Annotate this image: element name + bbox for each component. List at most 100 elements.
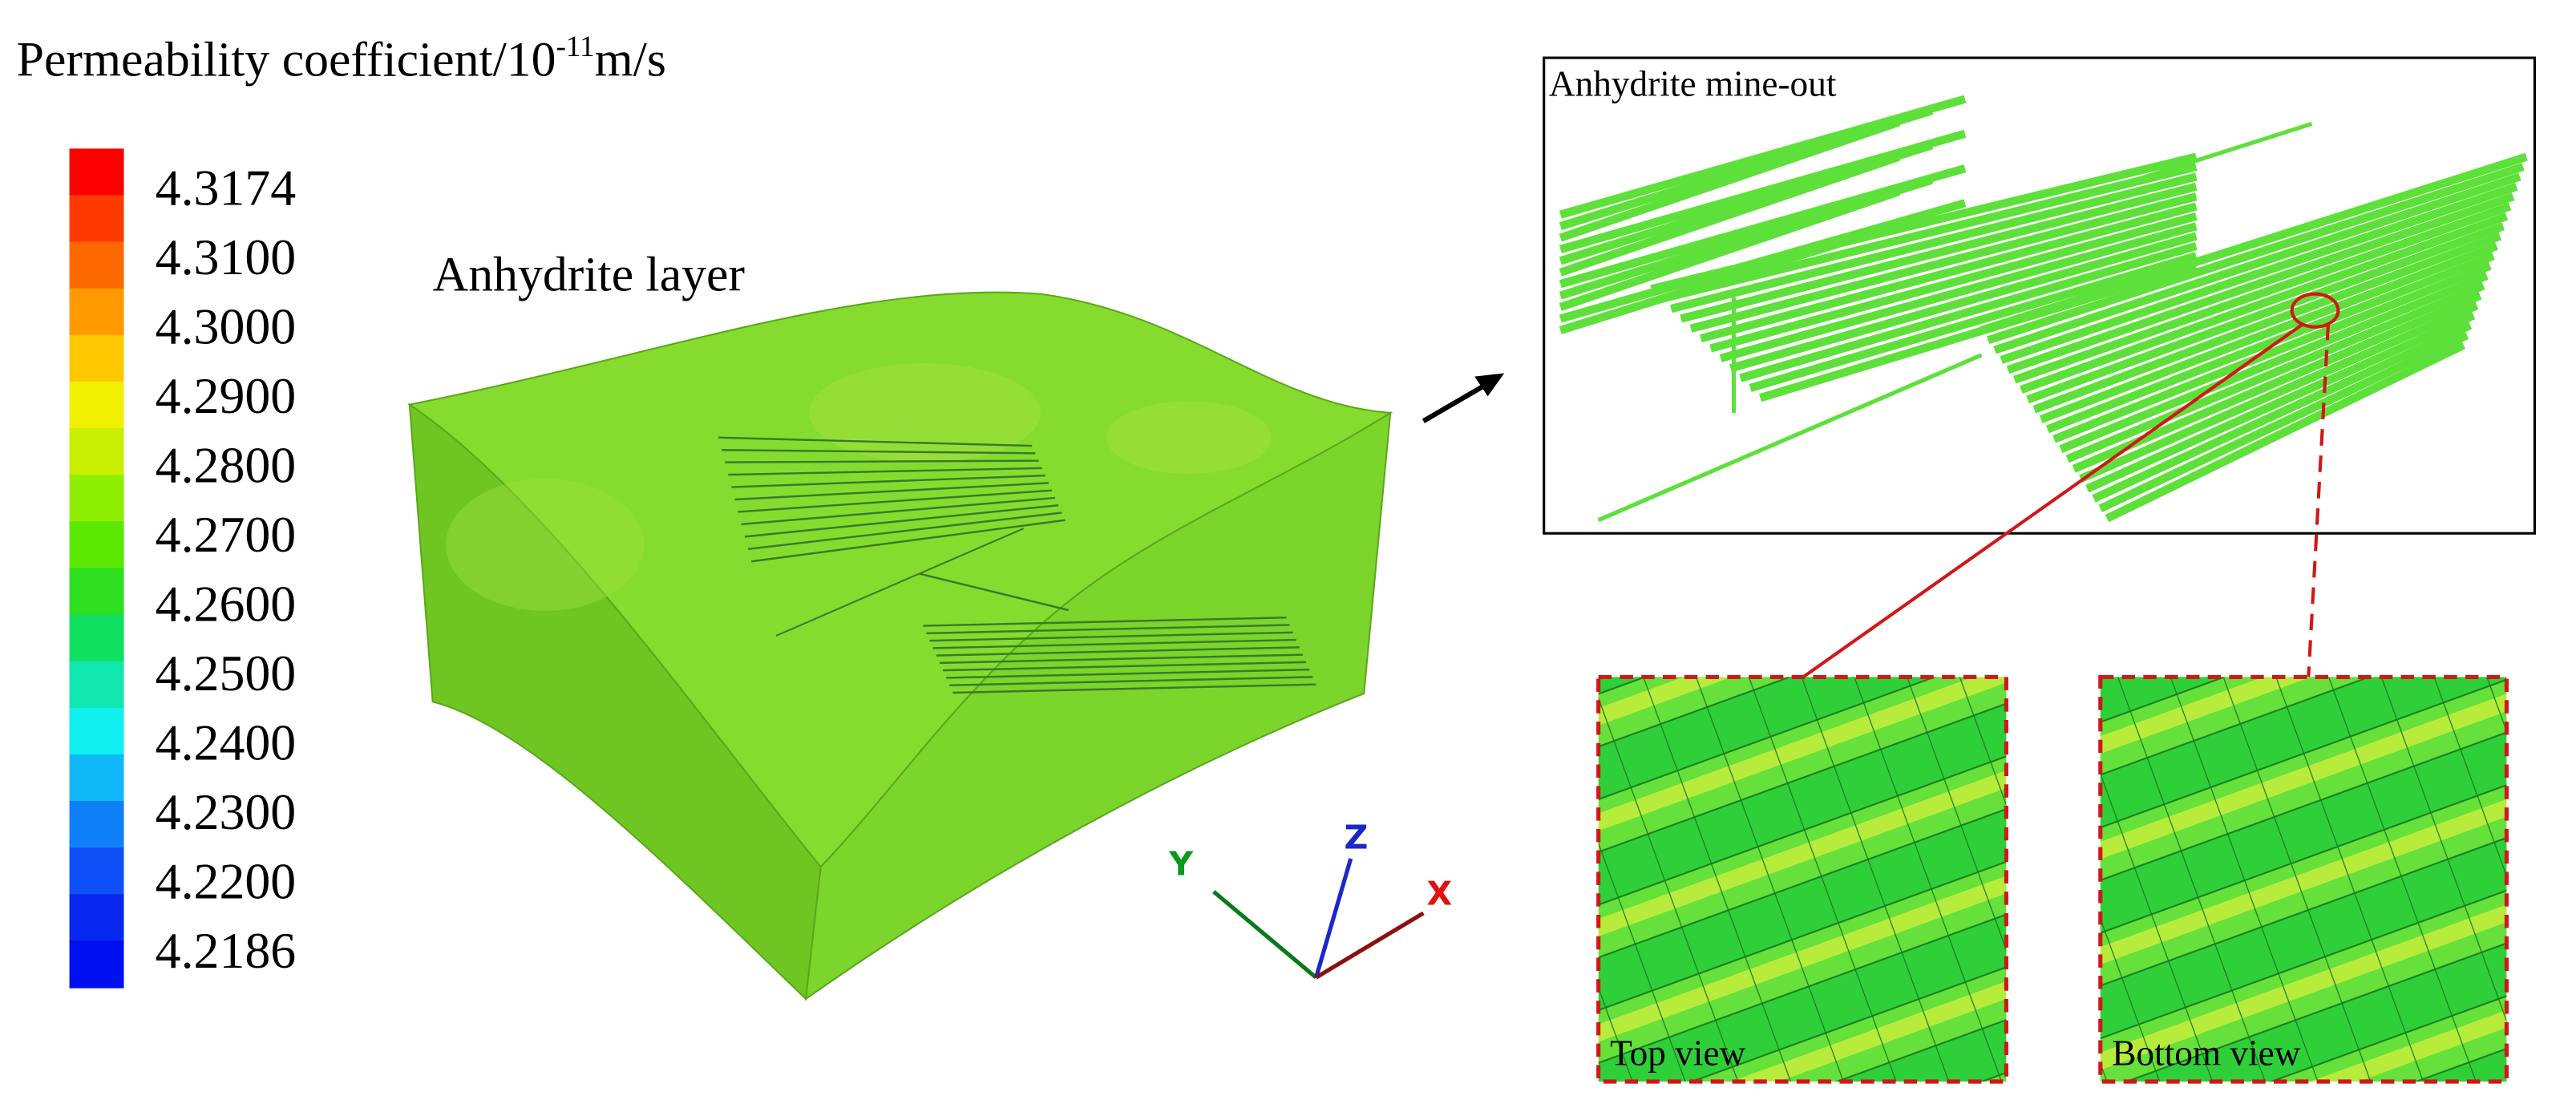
colorbar-label: 4.2186	[156, 922, 297, 979]
mine-strip	[2085, 311, 2476, 493]
colorbar-band	[69, 801, 124, 849]
colorbar-band	[69, 568, 124, 616]
colorbar-label: 4.2700	[156, 506, 297, 563]
colorbar-label: 4.2200	[156, 852, 297, 909]
grid-line	[939, 653, 1304, 665]
pointer-arrow	[1421, 373, 1505, 423]
axis-triad: Y Z X	[1168, 819, 1452, 980]
axis-label: Y	[1168, 845, 1194, 884]
mine-strip	[1660, 163, 2198, 303]
mine-strip	[1980, 152, 2528, 334]
inset-top: Top view	[1596, 674, 2008, 1084]
mine-strip	[2020, 212, 2509, 394]
mine-strip	[2012, 202, 2512, 384]
surface-patch	[1106, 401, 1272, 475]
colorbar	[69, 148, 124, 989]
mine-strip	[1729, 232, 2198, 373]
mine-strip	[2006, 192, 2515, 374]
colorbar-band	[69, 894, 124, 942]
mine-strip	[1670, 172, 2198, 313]
colorbar-band	[69, 521, 124, 569]
colorbar-label: 4.2400	[156, 714, 297, 770]
mine-strip	[1559, 152, 1901, 277]
grid-line	[949, 676, 1313, 686]
colorbar-band	[69, 754, 124, 803]
grid-line	[775, 528, 1025, 637]
colorbar-band	[69, 661, 124, 709]
colorbar-band	[69, 614, 124, 662]
legend-title-unit: m/s	[595, 33, 666, 87]
inset-label: Bottom view	[2112, 1033, 2301, 1073]
grid-line	[725, 459, 1039, 463]
colorbar-band	[69, 847, 124, 896]
colorbar-label: 4.2300	[156, 783, 297, 840]
model-label: Anhydrite layer	[433, 247, 746, 301]
inset-label: Top view	[1610, 1033, 1745, 1073]
grid-line	[728, 467, 1042, 476]
grid-line	[722, 448, 1036, 455]
grid-line	[747, 512, 1062, 551]
mine-strip	[2000, 182, 2518, 364]
grid-line	[738, 489, 1053, 513]
mine-strip	[1987, 163, 2525, 345]
surface-patch	[446, 479, 645, 612]
colorbar-band	[69, 148, 124, 196]
callout-line	[2307, 323, 2331, 677]
grid-line	[936, 646, 1300, 657]
grid-line	[718, 436, 1033, 447]
grid-line	[932, 638, 1296, 649]
axis-z	[1314, 858, 1353, 978]
mine-strip	[2039, 242, 2498, 423]
colorbar-band	[69, 334, 124, 383]
surface-patch	[809, 363, 1041, 463]
mine-strip	[1559, 188, 1901, 311]
callout-line	[1802, 321, 2305, 679]
mine-out-layout	[1559, 95, 2528, 523]
mine-strip	[1749, 252, 2198, 392]
grid-line	[734, 482, 1049, 501]
grid-line	[943, 661, 1307, 672]
grid-line	[929, 631, 1293, 642]
mine-strip	[2098, 331, 2469, 512]
colorbar-label: 4.2800	[156, 436, 297, 493]
grid-line	[750, 519, 1066, 563]
mine-strip	[2129, 122, 2313, 184]
grid-line	[919, 572, 1069, 612]
axis-y	[1212, 890, 1318, 980]
colorbar-band	[69, 707, 124, 756]
legend-title: Permeability coefficient/10-11m/s	[17, 30, 666, 87]
mine-strip	[1650, 152, 2198, 293]
mine-strip	[2052, 261, 2492, 443]
mine-strip	[2059, 272, 2489, 453]
mine-strip	[1689, 192, 2198, 333]
mine-strip	[2072, 291, 2482, 473]
grid-line	[744, 503, 1059, 538]
legend-title-exponent: -11	[556, 30, 595, 63]
colorbar-band	[69, 940, 124, 989]
mine-strip	[2046, 252, 2495, 434]
colorbar-band	[69, 241, 124, 289]
inset-bottom: Bottom view	[2098, 674, 2509, 1084]
mine-strip	[2032, 232, 2501, 414]
grid-line	[731, 474, 1045, 488]
colorbar-band	[69, 428, 124, 476]
legend-title-text: Permeability coefficient/10	[17, 33, 556, 87]
colorbar-band	[69, 288, 124, 336]
colorbar-band	[69, 195, 124, 243]
mine-strip	[1719, 222, 2198, 362]
colorbar-labels: 4.3174 4.3100 4.3000 4.2900 4.2800 4.2700 4.26…	[156, 159, 297, 979]
mine-strip	[2105, 341, 2466, 523]
axis-x	[1315, 911, 1425, 980]
mine-strip	[1993, 172, 2521, 354]
mine-strip	[2065, 281, 2485, 463]
mine-strip	[1709, 212, 2198, 353]
mine-strip	[2079, 301, 2479, 483]
colorbar-label: 4.2900	[156, 367, 297, 424]
highlight-circle	[2290, 292, 2340, 329]
model-block	[407, 291, 1393, 1001]
mine-out-label: Anhydrite mine-out	[1549, 63, 1837, 103]
colorbar-label: 4.2500	[156, 645, 297, 702]
colorbar-label: 4.3000	[156, 297, 297, 354]
